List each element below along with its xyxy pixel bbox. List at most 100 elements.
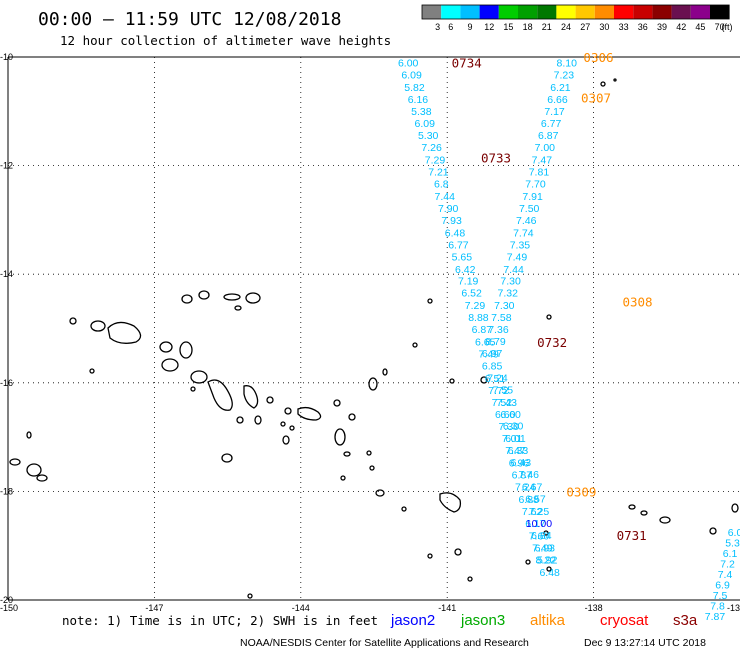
wave-height-value: 7.24 bbox=[515, 482, 536, 494]
wave-height-value: 7.49 bbox=[478, 348, 499, 360]
edge-track-value: 7.5 bbox=[713, 590, 728, 602]
island bbox=[89, 368, 95, 374]
wave-height-value: 7.91 bbox=[522, 191, 543, 203]
island bbox=[243, 385, 259, 409]
edge-track-value: 6.1 bbox=[723, 548, 738, 560]
wave-height-value: 7.30 bbox=[500, 276, 521, 288]
wave-height-value: 6.97 bbox=[482, 348, 503, 360]
island bbox=[333, 399, 341, 407]
colorbar-swatch bbox=[575, 5, 595, 19]
wave-height-value: 6.77 bbox=[541, 118, 562, 130]
wave-height-value: 6.88 bbox=[518, 494, 539, 506]
legend-item-altika: altika bbox=[530, 612, 566, 629]
wave-height-value: 5.38 bbox=[411, 106, 432, 118]
wave-height-value: 6.87 bbox=[512, 470, 533, 482]
colorbar-swatch bbox=[594, 5, 614, 19]
pass-time-label: 0307 bbox=[581, 91, 611, 106]
y-tick-label: -18 bbox=[0, 486, 13, 496]
colorbar-tick-label: 27 bbox=[580, 22, 590, 32]
wave-height-value: 7.29 bbox=[465, 300, 486, 312]
island bbox=[9, 458, 21, 466]
colorbar-swatch bbox=[556, 5, 576, 19]
wave-height-value: 7.00 bbox=[535, 142, 556, 154]
island bbox=[480, 376, 488, 384]
wave-height-value: 6.8 bbox=[434, 179, 449, 191]
colorbar-tick-label: 70 bbox=[715, 22, 725, 32]
wave-height-value: 7.74 bbox=[513, 227, 534, 239]
island bbox=[179, 341, 193, 359]
edge-track-value: 7.4 bbox=[718, 569, 733, 581]
colorbar-swatch bbox=[690, 5, 710, 19]
island bbox=[709, 527, 717, 535]
wave-height-value: 6.09 bbox=[415, 118, 436, 130]
pass-time-label: 0732 bbox=[537, 335, 567, 350]
wave-height-value: 6.48 bbox=[445, 227, 466, 239]
wave-height-value: 6.77 bbox=[448, 239, 469, 251]
island bbox=[401, 506, 407, 512]
island bbox=[375, 489, 385, 497]
wave-height-value: 7.70 bbox=[525, 179, 546, 191]
island bbox=[546, 314, 552, 320]
island bbox=[467, 576, 473, 582]
wave-height-value: 6.87 bbox=[472, 324, 493, 336]
island bbox=[236, 416, 244, 424]
island bbox=[247, 593, 253, 599]
footer-note: note: 1) Time is in UTC; 2) SWH is in fe… bbox=[62, 613, 378, 628]
colorbar-tick-label: 9 bbox=[467, 22, 472, 32]
wave-height-value: 5.92 bbox=[537, 554, 558, 566]
grid-lines bbox=[8, 56, 740, 600]
island bbox=[280, 421, 286, 427]
wave-height-value: 6.66 bbox=[547, 94, 568, 106]
wave-height-value: 6.17 bbox=[525, 518, 546, 530]
wave-height-value: 7.01 bbox=[502, 433, 523, 445]
wave-height-values: 6.006.095.826.165.386.095.307.267.297.21… bbox=[398, 57, 577, 578]
island bbox=[190, 386, 196, 392]
island bbox=[382, 368, 388, 376]
wave-height-value: 5.30 bbox=[418, 130, 439, 142]
x-tick-label: -138 bbox=[585, 603, 603, 613]
island bbox=[207, 379, 233, 411]
wave-height-value: 5.65 bbox=[452, 251, 473, 263]
legend-item-jason2: jason2 bbox=[390, 612, 435, 629]
wave-height-value: 6.60 bbox=[495, 409, 516, 421]
island-outlines bbox=[9, 78, 739, 599]
edge-track-value: 7.87 bbox=[705, 611, 726, 623]
island bbox=[221, 453, 233, 463]
wave-height-value: 7.90 bbox=[438, 203, 459, 215]
island bbox=[439, 492, 462, 513]
plot-area bbox=[7, 56, 740, 601]
y-tick-label: -20 bbox=[0, 595, 13, 605]
colorbar-tick-label: 45 bbox=[695, 22, 705, 32]
pass-time-label: 0306 bbox=[583, 50, 613, 65]
island bbox=[26, 431, 32, 439]
colorbar-swatch bbox=[422, 5, 442, 19]
wave-height-value: 6.48 bbox=[539, 567, 560, 579]
wave-height-value: 7.93 bbox=[441, 215, 462, 227]
colorbar-swatch bbox=[671, 5, 691, 19]
pass-time-label: 0309 bbox=[566, 484, 596, 499]
colorbar-tick-label: 42 bbox=[676, 22, 686, 32]
wave-height-value: 7.24 bbox=[487, 372, 508, 384]
legend-item-s3a: s3a bbox=[673, 612, 698, 629]
island bbox=[343, 451, 351, 457]
colorbar-swatch bbox=[633, 5, 653, 19]
island bbox=[234, 305, 242, 311]
wave-height-value: 7.30 bbox=[494, 300, 515, 312]
wave-height-value: 6.42 bbox=[455, 264, 476, 276]
wave-height-value: 8.88 bbox=[468, 312, 489, 324]
island bbox=[427, 553, 433, 559]
colorbar-tick-label: 12 bbox=[484, 22, 494, 32]
wave-height-value: 6.09 bbox=[401, 69, 422, 81]
wave-height-value: 6.84 bbox=[531, 530, 552, 542]
colorbar-tick-label: 15 bbox=[503, 22, 513, 32]
wave-height-value: 7.29 bbox=[425, 155, 446, 167]
wave-height-value: 7.35 bbox=[510, 239, 531, 251]
wave-height-value: 6.60 bbox=[500, 409, 521, 421]
island bbox=[659, 516, 671, 524]
wave-height-value: 7.30 bbox=[498, 421, 519, 433]
island bbox=[198, 290, 210, 300]
wave-height-value: 7.43 bbox=[497, 397, 518, 409]
island bbox=[282, 435, 290, 445]
island bbox=[107, 321, 142, 344]
